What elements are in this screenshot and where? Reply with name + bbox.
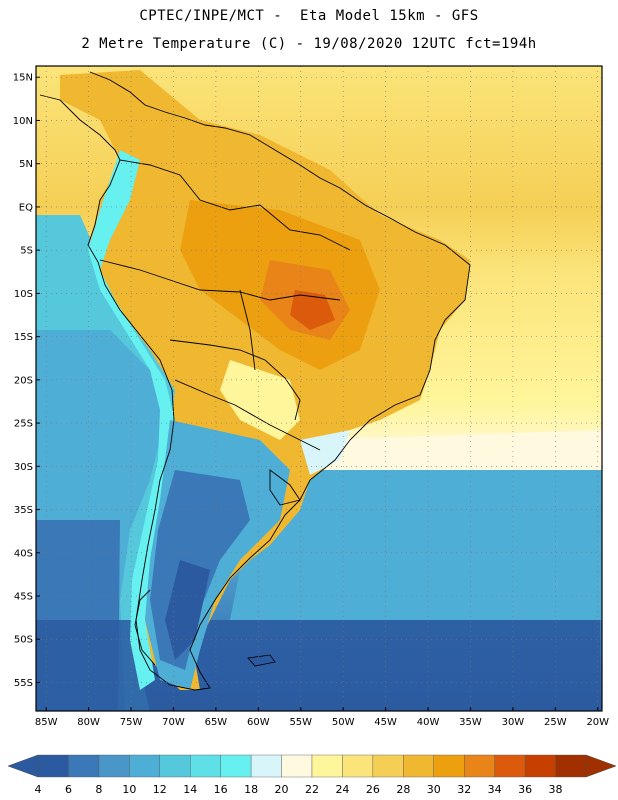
lat-label: 55S (14, 678, 33, 689)
colorbar-tick-label: 20 (275, 783, 289, 796)
colorbar-swatch (342, 754, 374, 778)
lon-label: 45W (374, 717, 397, 728)
colorbar-tick-label: 12 (153, 783, 167, 796)
map-border (35, 65, 603, 712)
lat-label: 10N (13, 116, 33, 127)
colorbar-swatch (190, 754, 221, 778)
colorbar-swatch (98, 754, 130, 778)
lat-label: 35S (14, 505, 33, 516)
longitude-labels: 85W 80W 75W 70W 65W 60W 55W 50W 45W 40W 35W 30W 25W 2… (35, 707, 609, 728)
colorbar-low-arrow (7, 754, 39, 778)
colorbar-tick-label: 34 (488, 783, 502, 796)
map-subtitle: 2 Metre Temperature (C) - 19/08/2020 12U… (81, 36, 537, 52)
map-title: CPTEC/INPE/MCT - Eta Model 15km - GFS (139, 8, 479, 24)
lat-label: 30S (14, 462, 33, 473)
lon-label: 85W (35, 717, 58, 728)
lon-label: 60W (247, 717, 270, 728)
lat-label: 15N (13, 73, 33, 84)
colorbar-tick-label: 6 (65, 783, 72, 796)
colorbar-swatch (37, 754, 69, 778)
lon-label: 30W (502, 717, 525, 728)
lat-label: 40S (14, 548, 33, 559)
coastlines (39, 71, 471, 691)
lon-label: 80W (77, 717, 100, 728)
colorbar-tick-label: 22 (305, 783, 319, 796)
map-field (36, 66, 602, 711)
colorbar-swatch (281, 754, 313, 778)
colorbar-swatch (433, 754, 465, 778)
colorbar-swatch (555, 754, 587, 778)
lon-label: 25W (544, 717, 567, 728)
lat-label: 15S (14, 332, 33, 343)
lon-label: 75W (120, 717, 143, 728)
colorbar-swatch (524, 754, 556, 778)
colorbar-swatch (250, 754, 282, 778)
latitude-labels: 15N 10N 5N EQ 5S 10S 15S 20S 25S 30S 35S 40S 45S 50S 5… (13, 73, 40, 689)
lat-label: 10S (14, 289, 33, 300)
colorbar-tick-label: 36 (518, 783, 532, 796)
colorbar-tick-label: 26 (366, 783, 380, 796)
lon-label: 20W (586, 717, 609, 728)
lon-label: 35W (459, 717, 482, 728)
lat-label: 45S (14, 592, 33, 603)
colorbar-tick-label: 30 (427, 783, 441, 796)
colorbar-swatch (68, 754, 100, 778)
colorbar: 4 6 8 10 12 14 16 18 20 22 24 26 28 30 32 34 36 38 (7, 754, 617, 796)
lat-label: 5N (19, 159, 33, 170)
lat-label: 50S (14, 635, 33, 646)
colorbar-tick-label: 24 (335, 783, 349, 796)
lat-label: 20S (14, 375, 33, 386)
colorbar-swatch (311, 754, 343, 778)
lat-label: 5S (20, 246, 33, 257)
colorbar-swatch (464, 754, 495, 778)
lon-label: 70W (162, 717, 185, 728)
colorbar-swatch (159, 754, 191, 778)
colorbar-swatch (494, 754, 526, 778)
colorbar-tick-label: 8 (95, 783, 102, 796)
lat-label: 25S (14, 419, 33, 430)
colorbar-tick-label: 10 (122, 783, 136, 796)
lon-label: 50W (332, 717, 355, 728)
colorbar-swatch (403, 754, 434, 778)
colorbar-tick-label: 32 (457, 783, 471, 796)
lon-label: 65W (205, 717, 228, 728)
colorbar-high-arrow (585, 754, 617, 778)
colorbar-swatch (220, 754, 252, 778)
colorbar-tick-label: 38 (549, 783, 563, 796)
colorbar-tick-label: 4 (35, 783, 42, 796)
lat-label: EQ (19, 202, 33, 213)
colorbar-tick-label: 16 (214, 783, 228, 796)
lon-label: 40W (417, 717, 440, 728)
colorbar-tick-label: 28 (396, 783, 410, 796)
colorbar-tick-label: 14 (183, 783, 197, 796)
colorbar-swatch (129, 754, 160, 778)
lon-label: 55W (289, 717, 312, 728)
colorbar-swatch (372, 754, 404, 778)
colorbar-tick-label: 18 (244, 783, 258, 796)
